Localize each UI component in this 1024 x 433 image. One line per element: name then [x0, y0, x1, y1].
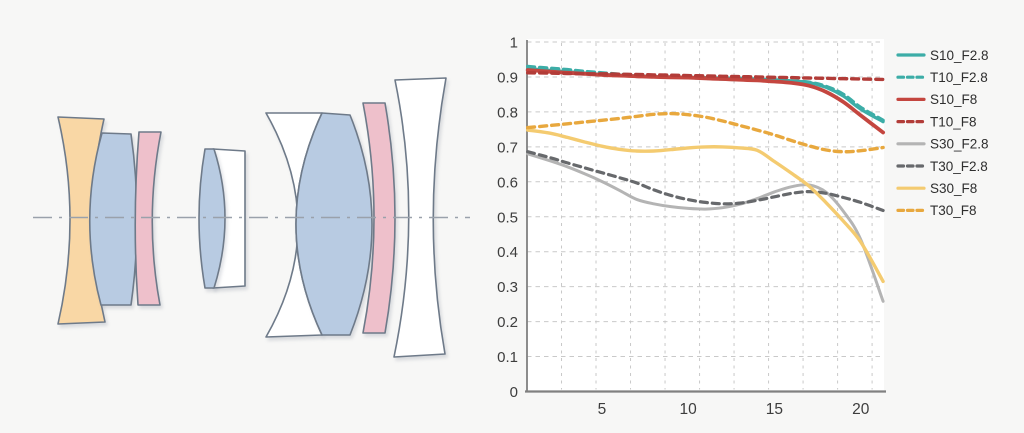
legend-label-S10_F2.8: S10_F2.8	[930, 48, 989, 63]
series-curve-T30_F8	[526, 111, 885, 154]
y-tick-label: 0.9	[497, 69, 518, 86]
y-tick-label: 0.3	[497, 279, 518, 296]
series-curve-S30_F2.8	[526, 152, 885, 303]
lens-element-meniscus-pink-rear	[362, 102, 396, 334]
mtf-chart: 00.10.20.30.40.50.60.70.80.915 10 15 20S10_…	[497, 35, 989, 419]
lens-element-convex-blue	[198, 148, 226, 289]
lens-elements	[57, 77, 447, 358]
x-tick-label: 5	[598, 401, 607, 418]
legend-label-S30_F8: S30_F8	[930, 181, 977, 196]
lens-diagram	[33, 77, 470, 358]
y-tick-label: 0.8	[497, 104, 518, 121]
series-curve-T10_F8	[526, 71, 885, 82]
legend-label-T30_F2.8: T30_F2.8	[930, 159, 988, 174]
lens-element-biconvex-blue	[88, 132, 138, 306]
legend-label-S30_F2.8: S30_F2.8	[930, 137, 989, 152]
y-tick-label: 0.6	[497, 174, 518, 191]
x-tick-label: 10	[680, 401, 698, 418]
series-curve-T30_F2.8	[526, 150, 885, 213]
series-curve-T10_F2.8	[526, 64, 885, 122]
lens-element-biconvex-blue-large	[295, 112, 373, 336]
lens-element-meniscus-pink	[134, 131, 162, 306]
y-tick-label: 0.7	[497, 139, 518, 156]
legend-label-T10_F2.8: T10_F2.8	[930, 70, 988, 85]
x-tick-label: 15	[766, 401, 783, 418]
y-tick-label: 0.5	[497, 209, 518, 226]
y-tick-label: 0.4	[497, 244, 518, 261]
y-tick-label: 1	[510, 35, 518, 52]
y-tick-label: 0.2	[497, 314, 518, 331]
plot-area	[527, 39, 884, 392]
y-tick-label: 0.1	[497, 349, 518, 366]
y-tick-label: 0	[510, 384, 518, 401]
x-tick-label: 20	[852, 401, 870, 418]
legend-label-T10_F8: T10_F8	[930, 114, 977, 129]
legend-label-S10_F8: S10_F8	[930, 92, 977, 107]
legend-label-T30_F8: T30_F8	[930, 203, 977, 218]
series-curve-S30_F8	[526, 128, 885, 284]
